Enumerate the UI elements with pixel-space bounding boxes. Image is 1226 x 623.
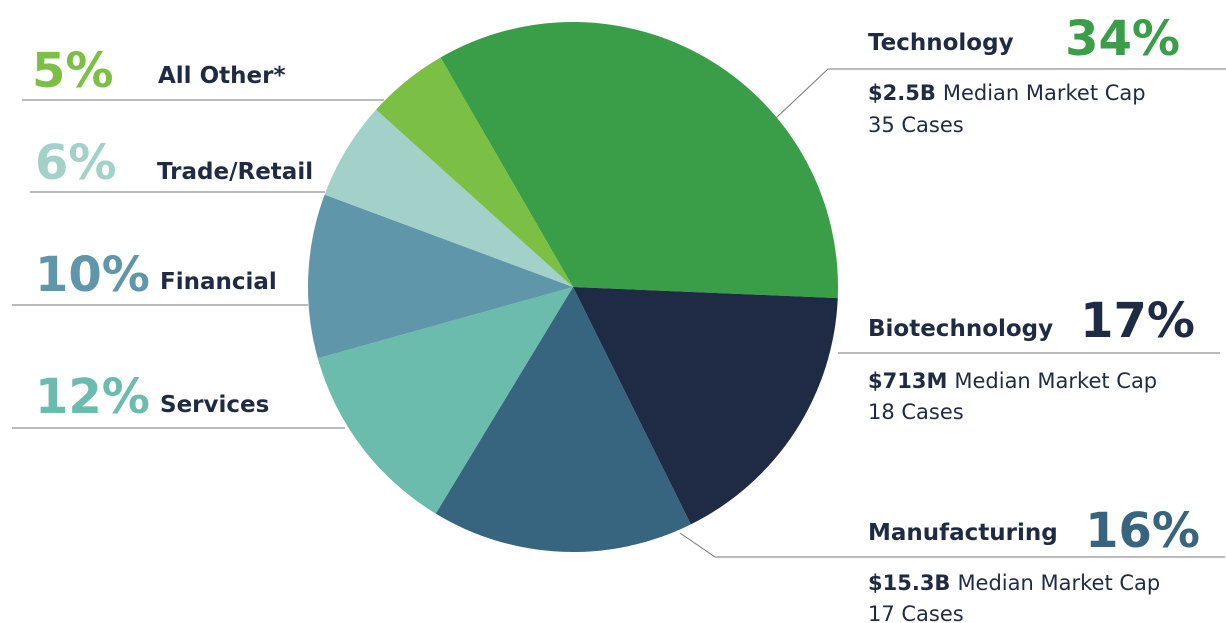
value-label: 16% xyxy=(1085,503,1200,559)
cases: 17 Cases xyxy=(868,602,964,623)
category-label: Biotechnology xyxy=(868,316,1053,342)
market-cap: $713M Median Market Cap xyxy=(868,369,1157,393)
category-label: Technology xyxy=(868,30,1014,56)
category-label: Services xyxy=(160,392,269,418)
value-label: 6% xyxy=(35,135,117,191)
value-label: 34% xyxy=(1065,11,1180,67)
value-label: 10% xyxy=(35,247,150,303)
pie-slice xyxy=(317,287,573,514)
leader-line xyxy=(775,68,1226,119)
market-cap-label: Median Market Cap xyxy=(957,571,1160,595)
category-label: Trade/Retail xyxy=(157,159,313,185)
leader-line xyxy=(679,532,1225,558)
value-label: 12% xyxy=(35,369,150,425)
value-label: 17% xyxy=(1080,293,1195,349)
market-cap-value: $15.3B xyxy=(868,571,950,595)
cases: 18 Cases xyxy=(868,400,964,424)
pie-slice xyxy=(435,287,691,552)
pie-slice xyxy=(376,57,573,288)
value-label: 5% xyxy=(32,43,114,99)
pie-slice xyxy=(324,109,573,287)
category-label: Manufacturing xyxy=(868,520,1058,546)
pie-slice xyxy=(308,194,573,359)
market-cap-value: $713M xyxy=(868,369,947,393)
category-label: All Other* xyxy=(158,63,285,89)
market-cap: $2.5B Median Market Cap xyxy=(868,81,1146,105)
pie-slice xyxy=(573,287,838,525)
market-cap-label: Median Market Cap xyxy=(943,81,1146,105)
category-label: Financial xyxy=(160,269,277,295)
pie-slice xyxy=(440,21,838,299)
market-cap: $15.3B Median Market Cap xyxy=(868,571,1160,595)
market-cap-value: $2.5B xyxy=(868,81,936,105)
market-cap-label: Median Market Cap xyxy=(954,369,1157,393)
cases: 35 Cases xyxy=(868,113,964,137)
